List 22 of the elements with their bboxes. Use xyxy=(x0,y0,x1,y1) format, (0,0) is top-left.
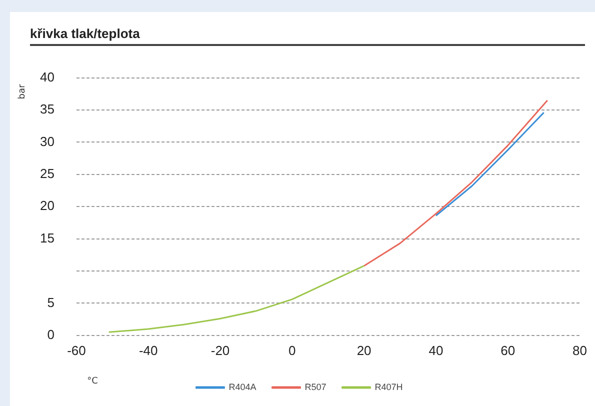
y-tick-label: 15 xyxy=(40,230,54,246)
x-tick-label: -40 xyxy=(138,342,158,358)
x-tick-label: 40 xyxy=(428,342,444,358)
x-tick-label: 80 xyxy=(572,342,588,358)
x-tick-label: 20 xyxy=(356,342,372,358)
y-tick-label: 5 xyxy=(47,294,54,310)
legend-label: R407H xyxy=(374,382,403,392)
chart-title: křivka tlak/teplota xyxy=(30,26,140,41)
x-tick-label: -20 xyxy=(210,342,230,358)
y-tick-label: 35 xyxy=(40,102,54,117)
x-axis-title: °C xyxy=(87,376,98,386)
x-tick-label: 60 xyxy=(500,342,516,358)
y-axis-title: bar xyxy=(17,84,28,100)
legend-label: R404A xyxy=(228,382,256,392)
legend-label: R507 xyxy=(304,382,326,392)
x-tick-label: 0 xyxy=(288,342,296,358)
y-tick-label: 0 xyxy=(47,326,54,342)
y-tick-label: 30 xyxy=(40,134,54,149)
x-tick-label: -60 xyxy=(67,342,86,358)
y-tick-label: 40 xyxy=(40,69,54,84)
y-tick-label: 25 xyxy=(40,166,54,181)
y-tick-label: 20 xyxy=(40,198,54,214)
